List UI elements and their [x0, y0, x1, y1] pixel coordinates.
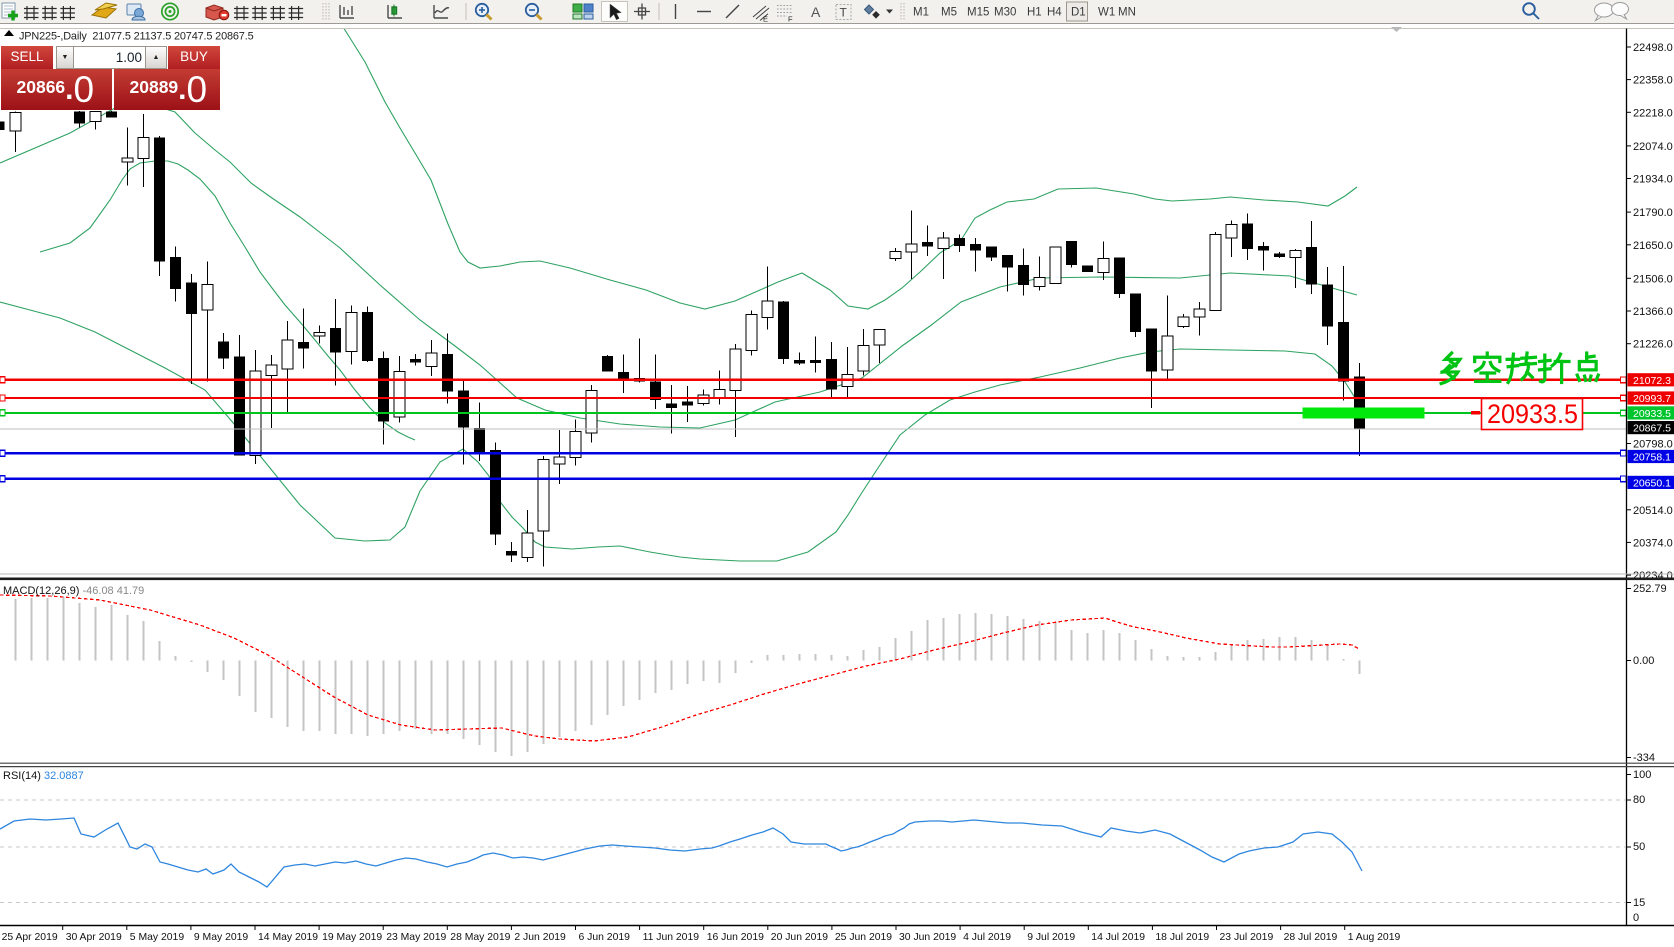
- svg-text:28 Jul 2019: 28 Jul 2019: [1284, 932, 1338, 943]
- svg-text:25 Apr 2019: 25 Apr 2019: [2, 932, 58, 943]
- svg-text:W1: W1: [1098, 7, 1115, 19]
- svg-text:T: T: [840, 6, 848, 20]
- svg-text:80: 80: [1633, 794, 1645, 806]
- svg-text:20993.7: 20993.7: [1633, 393, 1671, 405]
- svg-text:11 Jun 2019: 11 Jun 2019: [643, 932, 700, 943]
- svg-text:9 Jul 2019: 9 Jul 2019: [1027, 932, 1075, 943]
- svg-text:20650.1: 20650.1: [1633, 477, 1671, 489]
- svg-text:20234.0: 20234.0: [1633, 570, 1673, 582]
- svg-text:21650.0: 21650.0: [1633, 240, 1673, 252]
- svg-text:19 May 2019: 19 May 2019: [322, 932, 382, 943]
- svg-text:14 Jul 2019: 14 Jul 2019: [1091, 932, 1145, 943]
- svg-text:16 Jun 2019: 16 Jun 2019: [707, 932, 764, 943]
- svg-text:M15: M15: [967, 7, 989, 19]
- svg-text:21072.3: 21072.3: [1633, 375, 1671, 387]
- svg-text:28 May 2019: 28 May 2019: [450, 932, 510, 943]
- svg-text:22498.0: 22498.0: [1633, 42, 1673, 54]
- svg-text:2 Jun 2019: 2 Jun 2019: [514, 932, 566, 943]
- svg-text:30 Apr 2019: 30 Apr 2019: [66, 932, 122, 943]
- svg-text:F: F: [788, 15, 793, 24]
- svg-text:22358.0: 22358.0: [1633, 75, 1673, 87]
- svg-text:20374.0: 20374.0: [1633, 537, 1673, 549]
- svg-text:RSI(14) 32.0887: RSI(14) 32.0887: [3, 770, 84, 782]
- svg-text:4 Jul 2019: 4 Jul 2019: [963, 932, 1011, 943]
- svg-text:MACD(12,26,9) -46.08 41.79: MACD(12,26,9) -46.08 41.79: [3, 585, 144, 597]
- svg-text:0.00: 0.00: [1633, 655, 1654, 667]
- svg-text:50: 50: [1633, 841, 1645, 853]
- svg-text:MN: MN: [1118, 7, 1136, 19]
- svg-text:18 Jul 2019: 18 Jul 2019: [1155, 932, 1209, 943]
- svg-text:22074.0: 22074.0: [1633, 141, 1673, 153]
- svg-text:JPN225-,Daily 21077.5 21137.5: JPN225-,Daily 21077.5 21137.5 20747.5 20…: [19, 31, 254, 43]
- svg-text:15: 15: [1633, 897, 1645, 909]
- svg-text:M30: M30: [994, 7, 1016, 19]
- svg-text:100: 100: [1633, 769, 1651, 781]
- svg-text:H4: H4: [1047, 7, 1062, 19]
- svg-text:-334: -334: [1633, 752, 1655, 764]
- svg-text:252.79: 252.79: [1633, 583, 1667, 595]
- svg-text:20514.0: 20514.0: [1633, 505, 1673, 517]
- svg-text:5 May 2019: 5 May 2019: [130, 932, 185, 943]
- svg-text:22218.0: 22218.0: [1633, 107, 1673, 119]
- svg-text:D1: D1: [1071, 7, 1086, 19]
- svg-text:M1: M1: [913, 7, 929, 19]
- svg-text:20798.0: 20798.0: [1633, 439, 1673, 451]
- svg-text:M5: M5: [941, 7, 957, 19]
- svg-text:21366.0: 21366.0: [1633, 306, 1673, 318]
- svg-text:A: A: [811, 4, 821, 20]
- svg-text:H1: H1: [1027, 7, 1042, 19]
- svg-text:9 May 2019: 9 May 2019: [194, 932, 249, 943]
- svg-text:23 Jul 2019: 23 Jul 2019: [1220, 932, 1274, 943]
- svg-text:0: 0: [1633, 912, 1639, 924]
- svg-text:1 Aug 2019: 1 Aug 2019: [1348, 932, 1401, 943]
- svg-text:6 Jun 2019: 6 Jun 2019: [579, 932, 631, 943]
- svg-text:14 May 2019: 14 May 2019: [258, 932, 318, 943]
- svg-text:20933.5: 20933.5: [1633, 408, 1671, 420]
- svg-text:21934.0: 21934.0: [1633, 174, 1673, 186]
- svg-text:23 May 2019: 23 May 2019: [386, 932, 446, 943]
- svg-text:21790.0: 21790.0: [1633, 207, 1673, 219]
- svg-text:21226.0: 21226.0: [1633, 339, 1673, 351]
- svg-text:20 Jun 2019: 20 Jun 2019: [771, 932, 828, 943]
- svg-text:30 Jun 2019: 30 Jun 2019: [899, 932, 956, 943]
- svg-text:20933.5: 20933.5: [1487, 399, 1578, 429]
- svg-text:25 Jun 2019: 25 Jun 2019: [835, 932, 892, 943]
- svg-text:E: E: [763, 15, 768, 24]
- svg-text:21506.0: 21506.0: [1633, 273, 1673, 285]
- svg-text:20758.1: 20758.1: [1633, 452, 1671, 464]
- svg-text:20867.5: 20867.5: [1633, 423, 1671, 435]
